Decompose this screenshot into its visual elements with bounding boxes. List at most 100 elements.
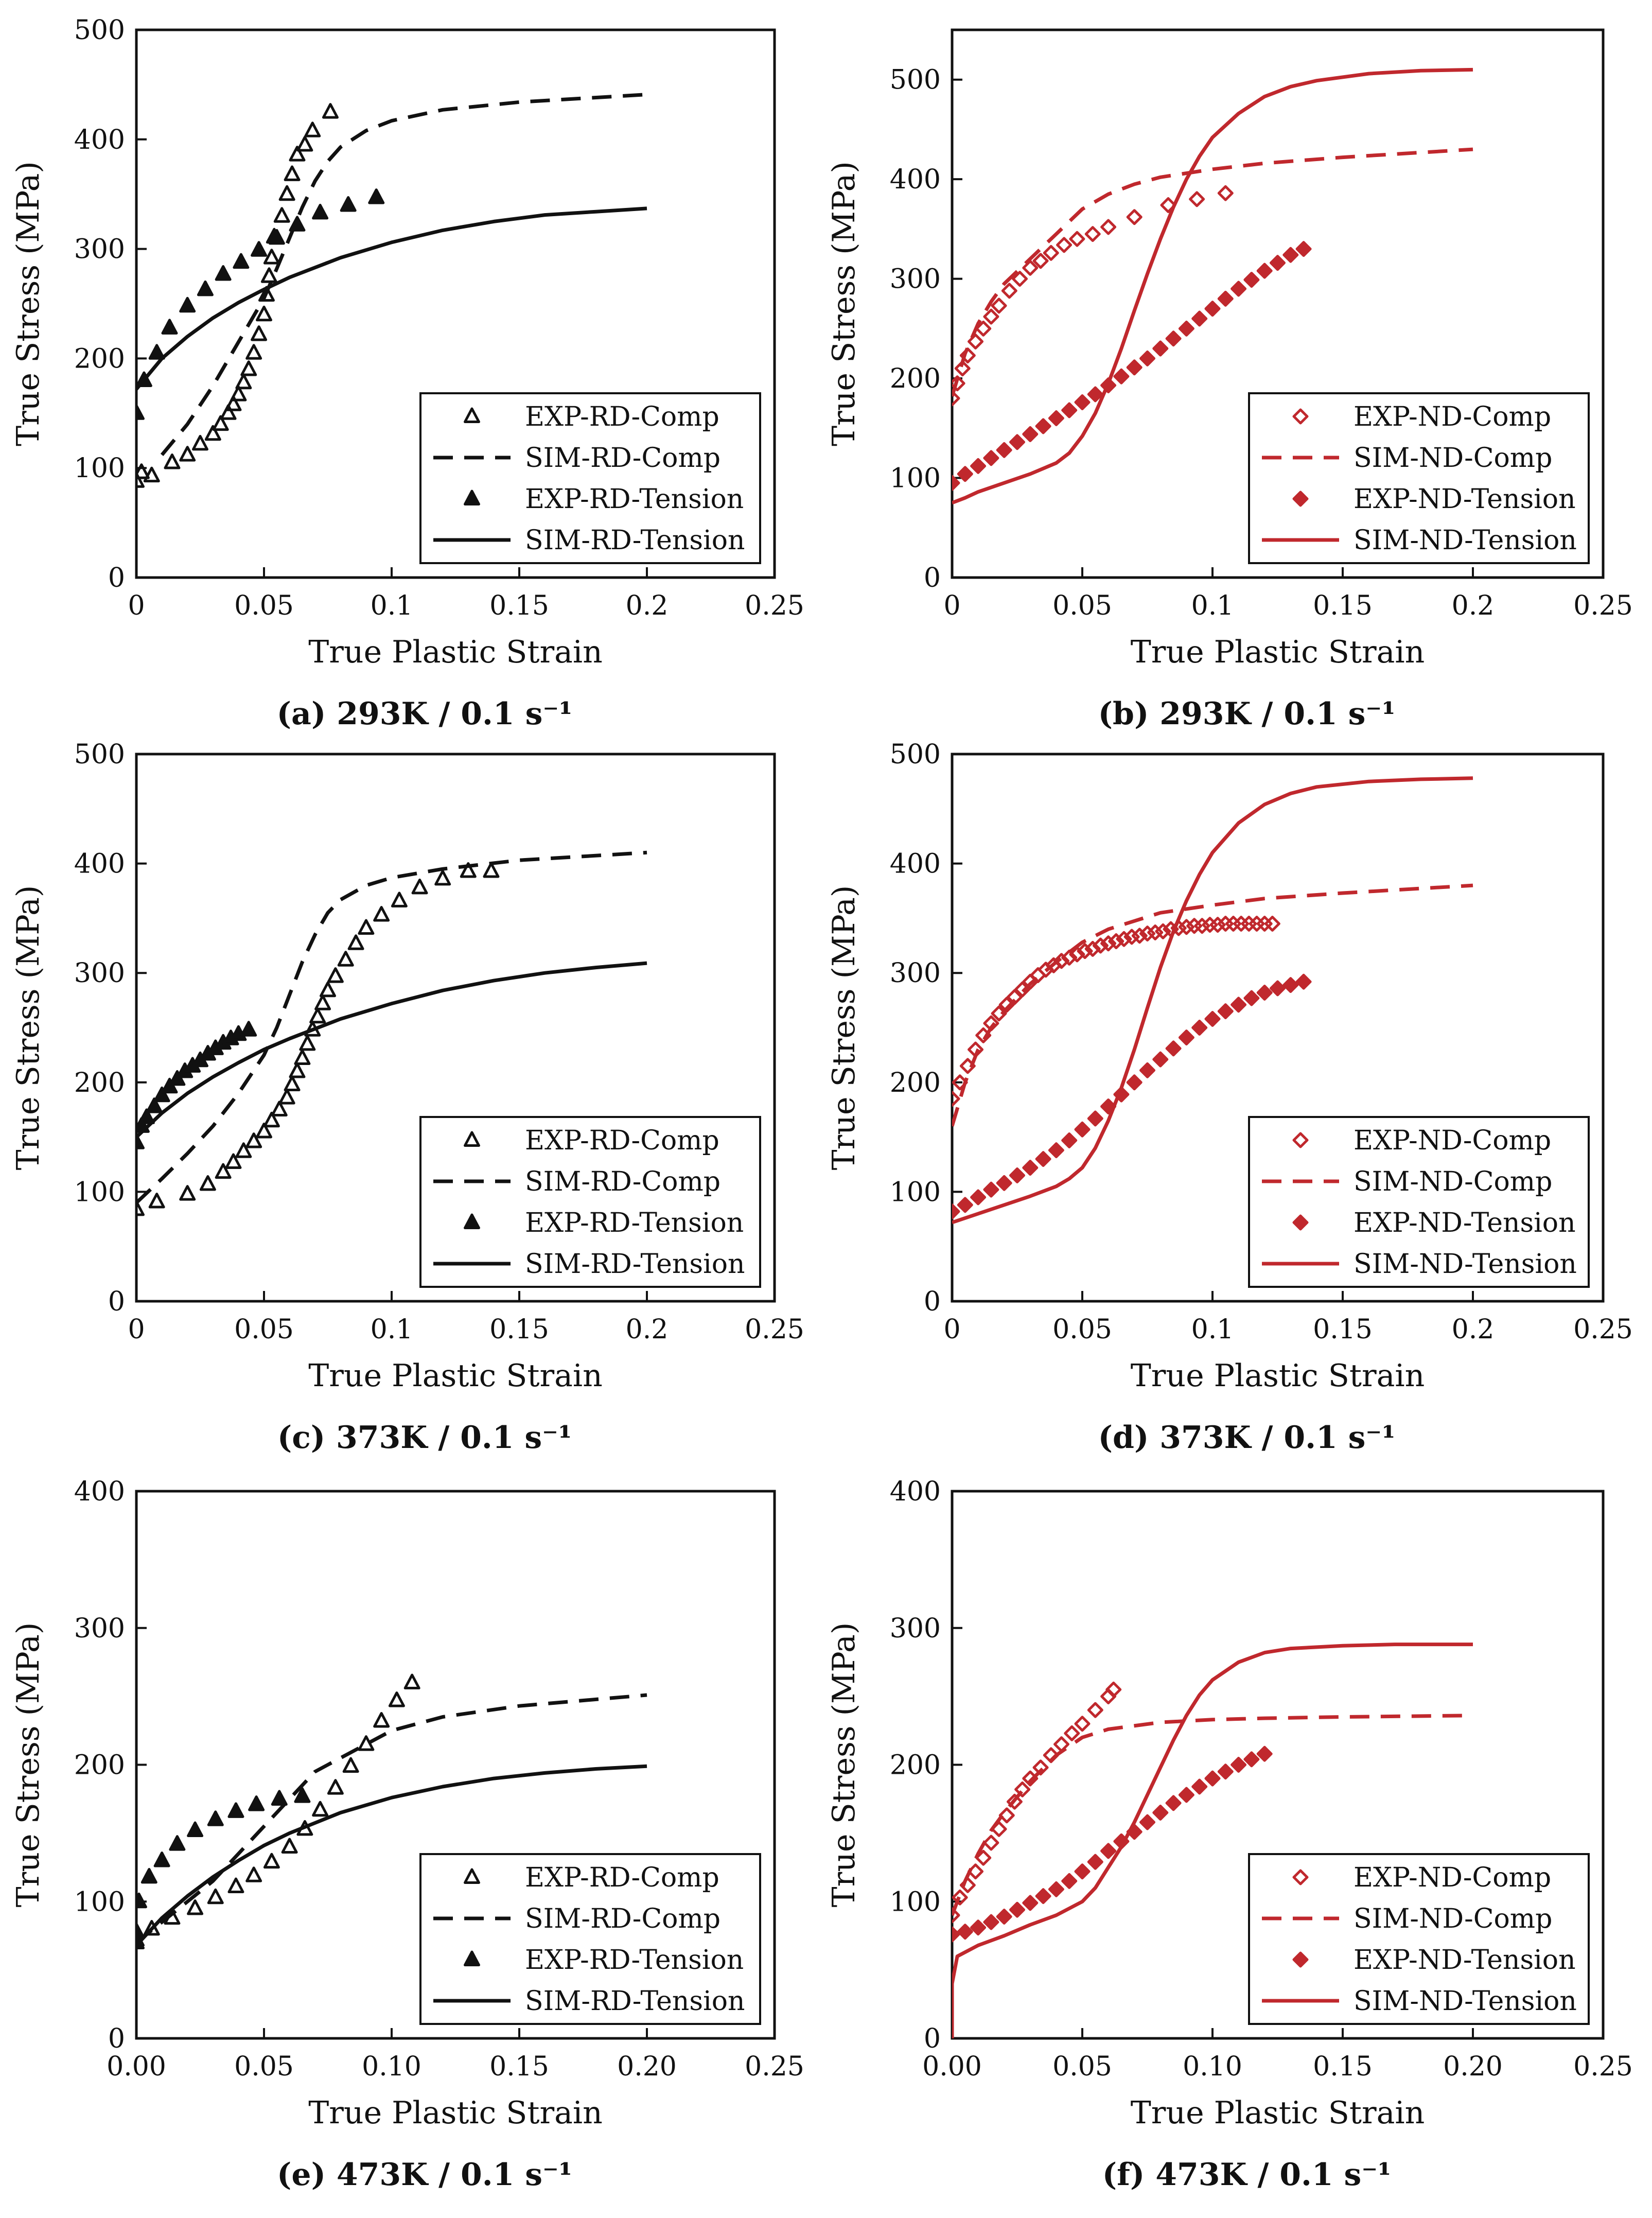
data-point	[434, 869, 451, 886]
x-tick-label: 0.25	[1573, 1314, 1633, 1345]
legend-swatch	[464, 1868, 480, 1884]
data-point	[983, 1181, 999, 1198]
data-point	[1178, 320, 1194, 337]
data-point	[136, 1200, 145, 1216]
data-point	[136, 1133, 145, 1149]
y-tick-label: 300	[890, 958, 941, 989]
data-point	[1231, 1757, 1247, 1773]
plot-area	[136, 93, 647, 488]
y-tick-label: 200	[890, 1068, 941, 1098]
legend-label: SIM-ND-Comp	[1354, 1166, 1552, 1197]
y-tick-label: 400	[74, 125, 125, 155]
data-point	[1152, 1805, 1169, 1821]
data-point	[204, 425, 221, 441]
data-point	[970, 1189, 987, 1206]
legend-label: EXP-RD-Tension	[525, 1945, 744, 1976]
data-point	[258, 286, 275, 302]
legend-label: EXP-ND-Tension	[1354, 484, 1576, 515]
legend-box	[1248, 1116, 1590, 1288]
x-tick-label: 0.25	[1573, 2051, 1633, 2082]
data-point	[1084, 226, 1101, 242]
data-point	[281, 1838, 298, 1854]
legend-label: EXP-RD-Tension	[525, 1208, 744, 1238]
data-point	[1194, 918, 1210, 934]
data-point	[233, 253, 250, 269]
y-tick-label: 0	[108, 1286, 125, 1317]
y-tick-label: 0	[108, 563, 125, 593]
data-point	[136, 404, 145, 420]
x-tick-label: 0.15	[489, 1314, 549, 1345]
x-axis-label: True Plastic Strain	[308, 634, 603, 670]
data-point	[215, 1163, 232, 1179]
data-point	[1209, 917, 1226, 933]
plot-area	[136, 850, 647, 1216]
legend-label: SIM-RD-Tension	[525, 525, 745, 556]
data-point	[1165, 330, 1182, 347]
plot-area	[952, 776, 1473, 1225]
data-point	[1084, 940, 1101, 957]
data-point	[1243, 272, 1260, 288]
legend-swatch	[1292, 1214, 1309, 1231]
y-tick-label: 0	[924, 2023, 941, 2054]
legend-swatch	[1292, 491, 1309, 507]
x-tick-label: 0.00	[107, 2051, 166, 2082]
x-tick-label: 0.20	[1443, 2051, 1503, 2082]
data-point	[373, 1711, 390, 1728]
plot-frame	[135, 28, 776, 579]
series-markers-exp-nd-comp	[952, 1681, 1122, 1924]
legend-label: EXP-ND-Comp	[1354, 401, 1551, 432]
panel-caption: (f) 473K / 0.1 s⁻¹	[1102, 2157, 1392, 2193]
data-point	[1191, 1020, 1208, 1036]
data-point	[970, 1919, 987, 1936]
data-point	[1048, 410, 1064, 426]
data-point	[1053, 1736, 1070, 1753]
data-point	[1032, 253, 1049, 269]
data-point	[1048, 1881, 1064, 1897]
legend-swatch	[464, 1950, 480, 1966]
data-point	[1256, 984, 1273, 1001]
series-line-sim-rd-comp	[136, 850, 647, 1204]
x-tick-label: 0	[128, 1314, 145, 1345]
y-axis-label: True Stress (MPa)	[10, 161, 46, 446]
data-point	[1243, 1751, 1260, 1768]
y-tick-label: 0	[108, 2023, 125, 2054]
y-tick-label: 300	[890, 1613, 941, 1644]
x-tick-label: 0.15	[1313, 590, 1373, 621]
y-tick-label: 100	[74, 1887, 125, 1917]
data-point	[263, 249, 280, 265]
data-point	[970, 458, 987, 474]
legend: EXP-RD-Comp SIM-RD-Comp EXP-RD-Tension SIM-…	[419, 1853, 761, 2025]
data-point	[996, 1908, 1012, 1925]
x-tick-label: 0.05	[1052, 590, 1112, 621]
legend-label: SIM-RD-Comp	[525, 443, 720, 474]
data-point	[260, 267, 277, 283]
x-axis-label: True Plastic Strain	[1131, 2095, 1425, 2131]
legend-label: EXP-ND-Comp	[1354, 1125, 1551, 1156]
data-point	[952, 1203, 960, 1220]
data-point	[342, 1757, 359, 1773]
data-point	[309, 1007, 326, 1024]
data-point	[1009, 1167, 1025, 1184]
data-point	[1191, 1778, 1208, 1795]
data-point	[148, 1193, 165, 1209]
data-point	[1022, 259, 1039, 276]
data-point	[1126, 1074, 1143, 1091]
legend-label: EXP-RD-Tension	[525, 484, 744, 515]
data-point	[187, 1821, 204, 1838]
data-point	[1006, 989, 1023, 1005]
data-point	[314, 994, 331, 1010]
x-tick-label: 0.25	[745, 1314, 804, 1345]
data-point	[1006, 1793, 1023, 1810]
data-point	[1100, 219, 1117, 235]
legend-swatch	[464, 1213, 480, 1229]
data-point	[1160, 197, 1176, 213]
y-tick-label: 100	[890, 1177, 941, 1208]
series-markers-exp-nd-tension	[952, 973, 1312, 1220]
y-tick-label: 200	[74, 1068, 125, 1098]
data-point	[1178, 919, 1194, 935]
x-tick-label: 0.25	[1573, 590, 1633, 621]
series-line-sim-nd-tension	[952, 67, 1473, 505]
y-tick-label: 400	[74, 1476, 125, 1507]
data-point	[312, 203, 329, 220]
data-point	[1048, 1142, 1064, 1159]
